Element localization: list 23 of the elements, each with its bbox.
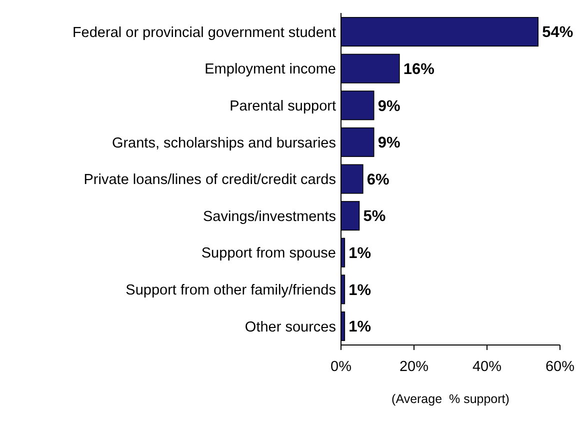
data-label: 9% bbox=[378, 134, 400, 152]
y-tick-label: Private loans/lines of credit/credit cards bbox=[84, 172, 336, 188]
x-tick-label: 20% bbox=[399, 359, 429, 375]
y-tick-label: Grants, scholarships and bursaries bbox=[112, 135, 336, 152]
data-label: 54% bbox=[542, 24, 574, 42]
x-tick-label: 0% bbox=[330, 359, 352, 375]
data-label: 5% bbox=[363, 208, 386, 226]
y-tick-label: Support from spouse bbox=[201, 246, 336, 262]
data-label: 6% bbox=[366, 171, 390, 188]
y-tick-label: Other sources bbox=[244, 319, 336, 336]
data-label: 1% bbox=[348, 282, 372, 299]
y-tick-label: Employment income bbox=[204, 62, 336, 78]
data-label: 16% bbox=[403, 61, 435, 78]
y-tick-label: Federal or provincial government student bbox=[72, 24, 336, 41]
y-tick-label: Savings/investments bbox=[203, 208, 336, 225]
data-label: 9% bbox=[378, 98, 400, 115]
y-tick-label: Support from other family/friends bbox=[126, 282, 336, 298]
x-tick-label: 40% bbox=[472, 359, 502, 375]
y-tick-label: Parental support bbox=[230, 98, 336, 114]
data-label: 1% bbox=[348, 245, 372, 262]
x-axis-title: (Average % support) bbox=[392, 392, 510, 406]
data-label: 1% bbox=[348, 318, 372, 336]
x-tick-label: 60% bbox=[545, 359, 575, 375]
